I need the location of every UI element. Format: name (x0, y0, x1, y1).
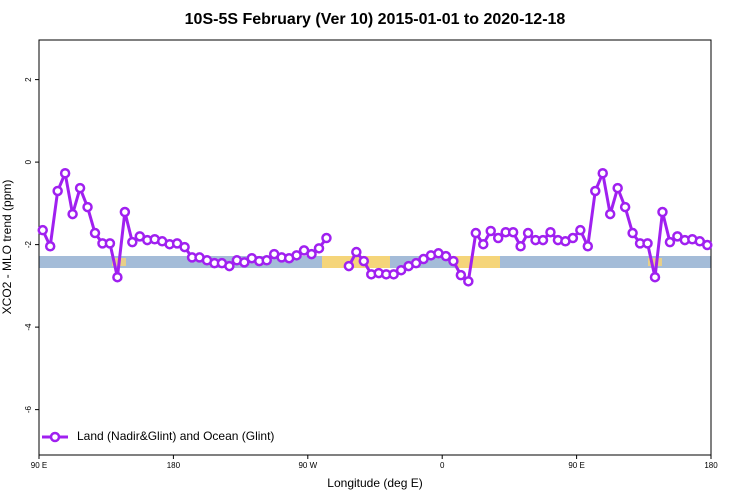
data-point (664, 236, 676, 248)
x-tick-label: 90 E (568, 461, 584, 470)
y-tick-label: -6 (24, 406, 33, 414)
data-point (291, 250, 302, 261)
data-point (590, 185, 601, 197)
map-strip (39, 256, 711, 268)
data-point (74, 182, 86, 194)
data-point (239, 257, 250, 268)
data-point (313, 243, 325, 254)
data-point (89, 227, 101, 239)
data-point (52, 185, 63, 197)
y-tick-label: 0 (24, 159, 33, 164)
data-point (37, 224, 48, 236)
data-point (224, 260, 235, 272)
x-tick-label: 90 W (298, 461, 317, 470)
data-point (358, 255, 370, 267)
data-point (351, 246, 362, 258)
data-point (440, 250, 452, 262)
data-point (582, 241, 594, 252)
data-point (537, 234, 549, 246)
data-point (649, 271, 661, 283)
data-point (59, 167, 71, 179)
data-point (612, 182, 623, 194)
data-point (597, 167, 608, 179)
chart-title: 10S-5S February (Ver 10) 2015-01-01 to 2… (185, 11, 566, 28)
data-point (82, 201, 93, 213)
legend-marker (49, 431, 61, 443)
data-point (395, 264, 407, 276)
data-point (306, 248, 317, 260)
x-tick-label: 90 E (31, 461, 47, 470)
data-point (261, 255, 272, 266)
data-point (627, 227, 638, 239)
y-tick-label: -4 (24, 323, 33, 331)
y-tick-label: -2 (24, 241, 33, 249)
x-tick-label: 0 (440, 461, 445, 470)
y-tick-label: 2 (24, 77, 33, 82)
data-point (604, 208, 616, 220)
legend-label: Land (Nadir&Glint) and Ocean (Glint) (77, 429, 274, 443)
data-point (507, 226, 519, 238)
data-point (522, 227, 534, 239)
data-point (119, 206, 131, 218)
data-point (343, 260, 355, 272)
data-point (463, 276, 474, 287)
data-point (455, 269, 467, 281)
x-tick-label: 180 (704, 461, 718, 470)
data-point (44, 241, 56, 252)
data-point (575, 224, 586, 236)
data-point (657, 206, 668, 218)
data-point (127, 236, 138, 248)
data-point (179, 241, 190, 253)
data-point (567, 232, 579, 244)
data-point (619, 201, 631, 213)
data-point (470, 227, 482, 239)
data-point (112, 271, 123, 283)
data-point (485, 225, 496, 237)
plot-frame (38, 39, 712, 456)
data-point (448, 255, 459, 267)
x-axis-label: Longitude (deg E) (327, 476, 422, 490)
data-point (410, 257, 422, 269)
data-point (67, 208, 78, 220)
data-point (545, 226, 556, 238)
data-point (702, 239, 713, 251)
data-point (492, 232, 504, 244)
data-point (104, 238, 116, 249)
data-point (321, 232, 332, 244)
y-axis-label: XCO2 - MLO trend (ppm) (0, 180, 14, 315)
x-tick-label: 180 (167, 461, 181, 470)
data-point (388, 269, 399, 280)
data-point (478, 238, 489, 250)
data-point (515, 241, 526, 252)
data-point (642, 238, 653, 249)
